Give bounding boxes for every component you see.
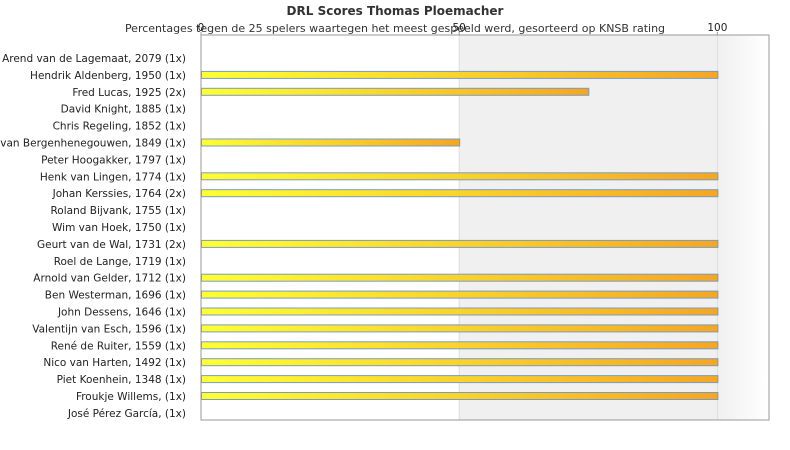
category-label: Roel de Lange, 1719 (1x)	[54, 256, 186, 268]
x-tick-label: 50	[452, 22, 465, 34]
category-label: Hendrik Aldenberg, 1950 (1x)	[30, 70, 186, 82]
bar	[201, 87, 590, 96]
category-label: John Dessens, 1646 (1x)	[57, 307, 186, 319]
category-label: Hans van Bergenhenegouwen, 1849 (1x)	[0, 138, 186, 150]
bar	[201, 358, 719, 367]
category-label: Chris Regeling, 1852 (1x)	[53, 121, 186, 133]
plot-frame	[200, 34, 770, 421]
category-label: Arend van de Lagemaat, 2079 (1x)	[2, 53, 186, 65]
chart-title: DRL Scores Thomas Ploemacher	[286, 4, 504, 18]
category-label: David Knight, 1885 (1x)	[61, 104, 186, 116]
category-label: Nico van Harten, 1492 (1x)	[43, 357, 186, 369]
category-label: Ben Westerman, 1696 (1x)	[45, 290, 186, 302]
bar	[201, 324, 719, 333]
bar	[201, 239, 719, 248]
bar	[201, 375, 719, 384]
category-label: Fred Lucas, 1925 (2x)	[72, 87, 186, 99]
category-label: Roland Bijvank, 1755 (1x)	[50, 205, 186, 217]
bar	[201, 307, 719, 316]
category-label: Piet Koenhein, 1348 (1x)	[57, 374, 186, 386]
bar	[201, 138, 461, 147]
x-tick-label: 0	[198, 22, 205, 34]
chart-subtitle: Percentages tegen de 25 spelers waartege…	[124, 22, 666, 35]
bar	[201, 70, 719, 79]
grid-band	[717, 35, 769, 420]
category-label: Henk van Lingen, 1774 (1x)	[40, 171, 186, 183]
category-label: Geurt van de Wal, 1731 (2x)	[37, 239, 186, 251]
bar	[201, 392, 719, 400]
category-label: René de Ruiter, 1559 (1x)	[51, 340, 186, 352]
grid-band	[459, 35, 718, 420]
bar	[201, 273, 719, 282]
category-label: Valentijn van Esch, 1596 (1x)	[32, 323, 186, 335]
bar	[201, 290, 719, 299]
bar	[201, 189, 719, 198]
category-label: José Pérez García, (1x)	[67, 408, 186, 420]
category-label: Wim van Hoek, 1750 (1x)	[52, 222, 186, 234]
bar	[201, 172, 719, 181]
bar	[201, 341, 719, 350]
category-label: Johan Kerssies, 1764 (2x)	[52, 188, 186, 200]
category-label: Froukje Willems, (1x)	[76, 391, 186, 403]
x-tick-label: 100	[707, 22, 727, 34]
category-label: Peter Hoogakker, 1797 (1x)	[41, 154, 186, 166]
category-label: Arnold van Gelder, 1712 (1x)	[33, 273, 186, 285]
